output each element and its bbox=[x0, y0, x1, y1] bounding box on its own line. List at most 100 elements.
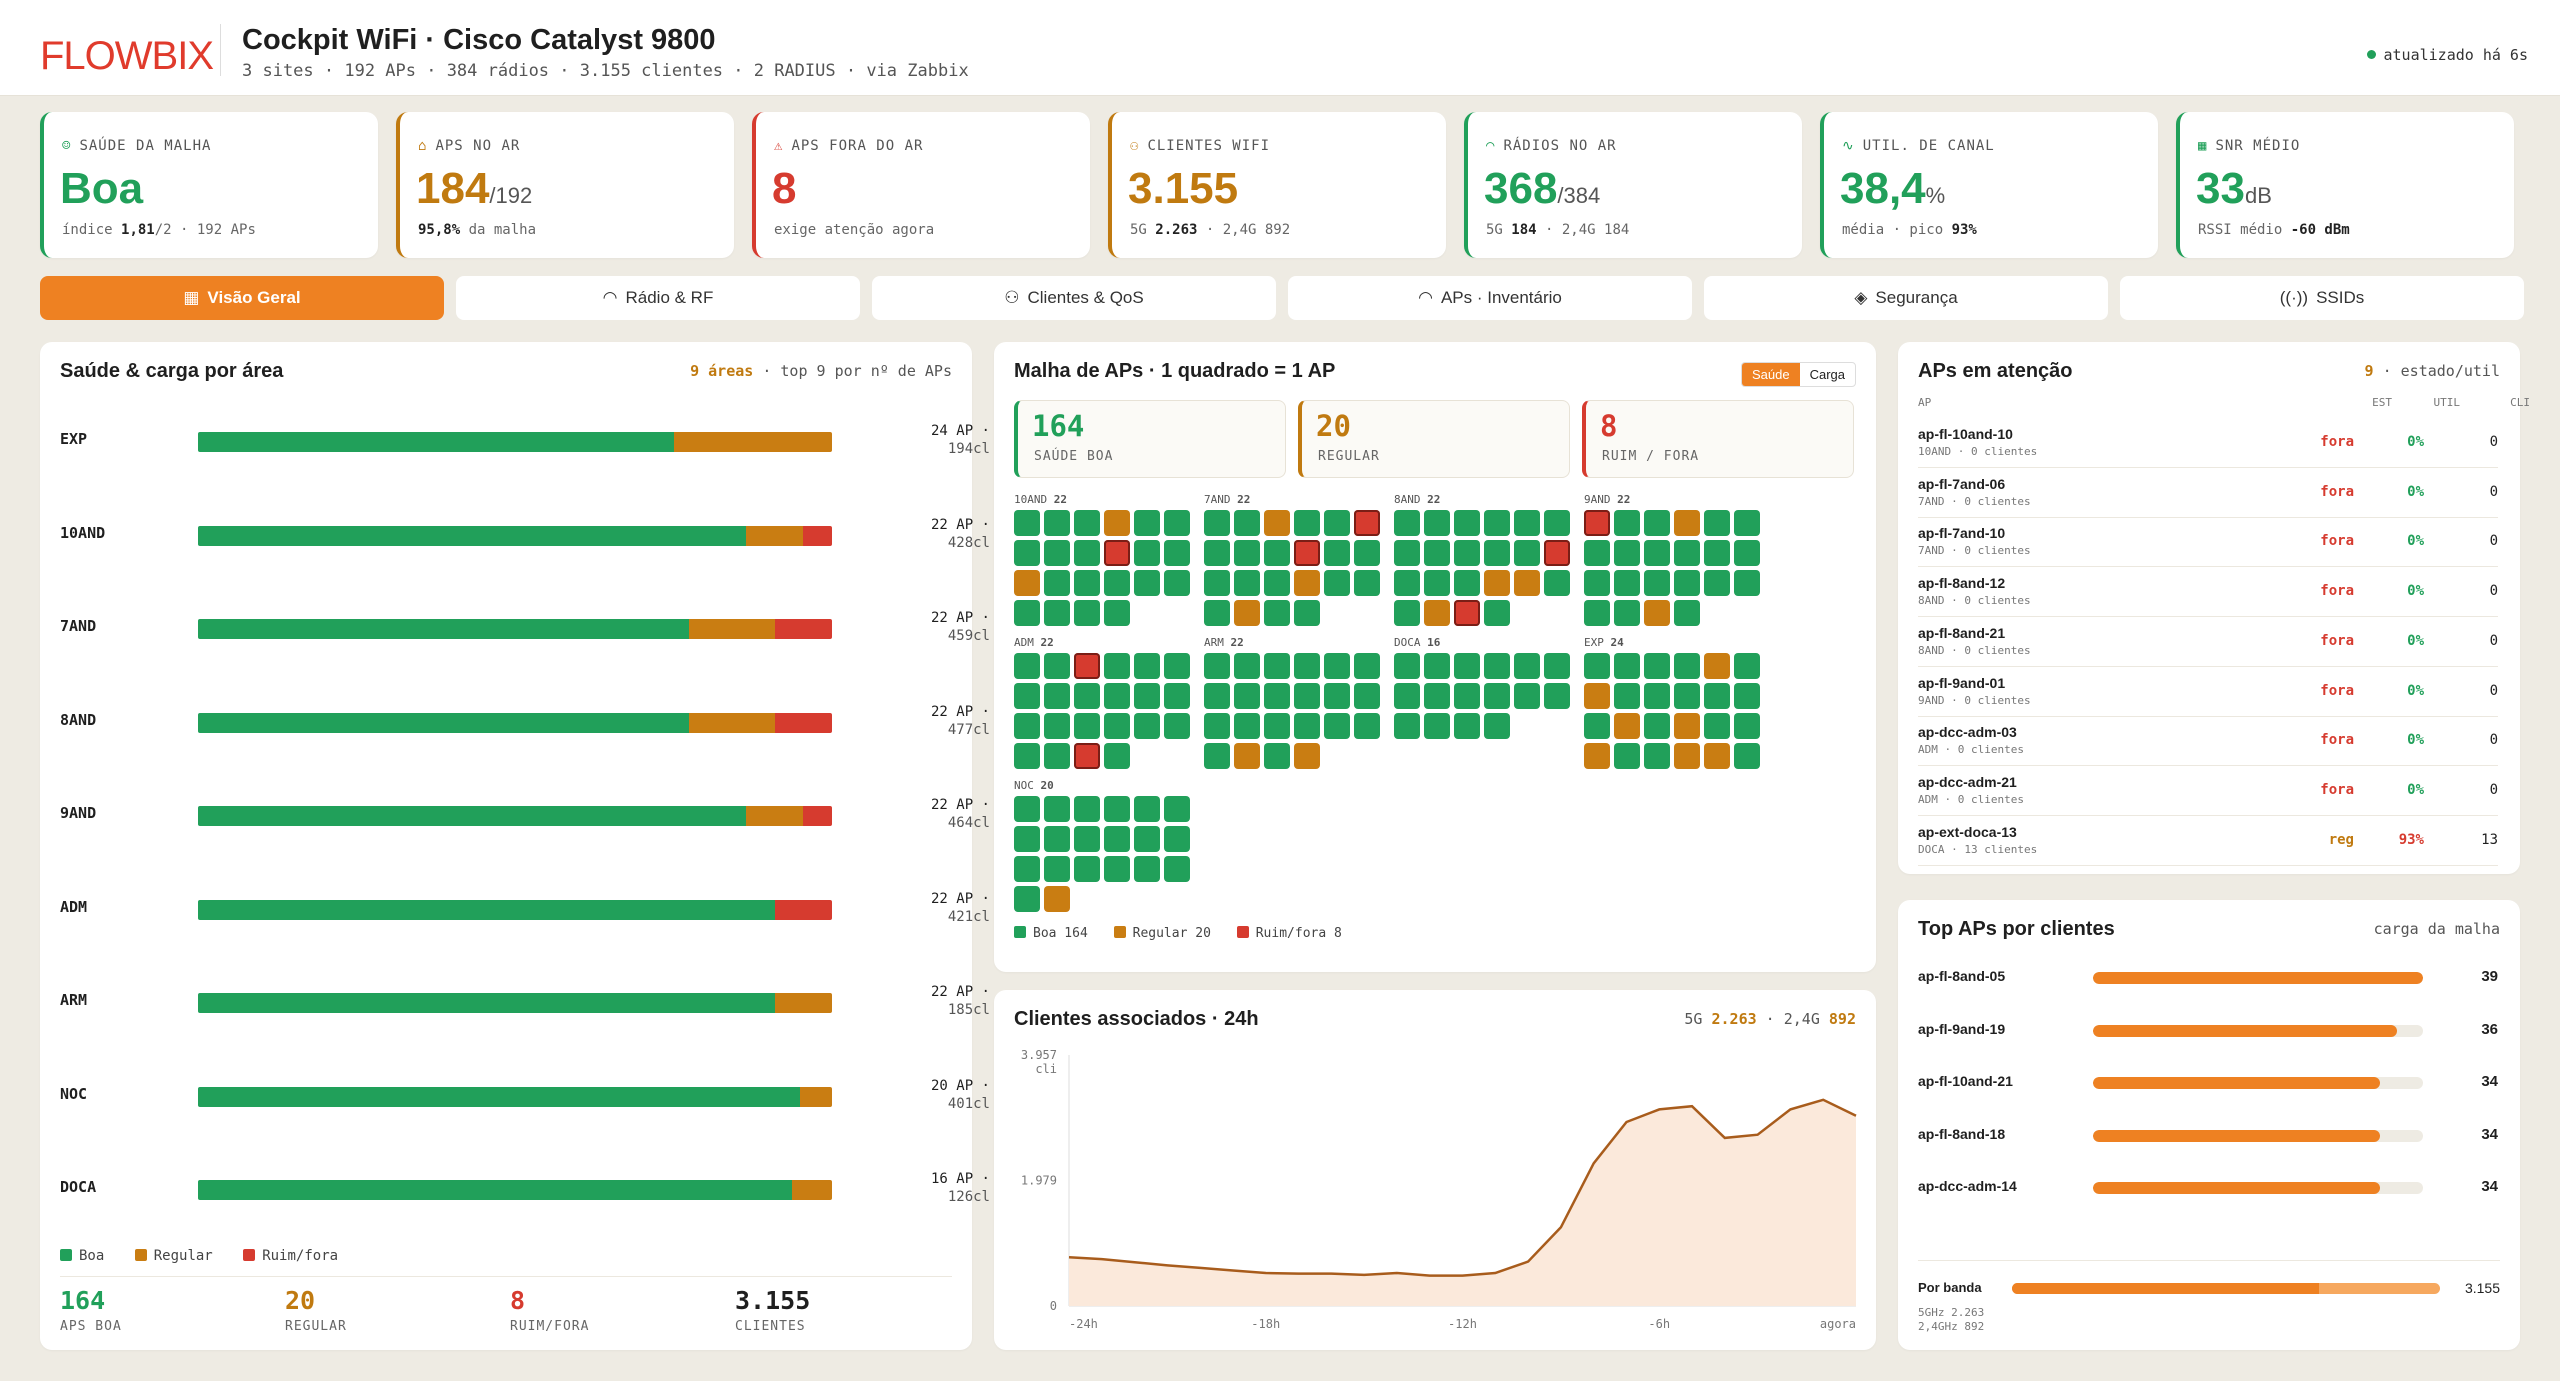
ap-cell[interactable] bbox=[1484, 540, 1510, 566]
area-row[interactable]: DOCA 16 AP · 126cl bbox=[60, 1170, 990, 1210]
ap-cell[interactable] bbox=[1394, 570, 1420, 596]
ap-cell[interactable] bbox=[1674, 600, 1700, 626]
ap-cell[interactable] bbox=[1424, 600, 1450, 626]
ap-cell[interactable] bbox=[1044, 570, 1070, 596]
attention-row[interactable]: ap-ext-doca-13 DOCA · 13 clientes reg 93% 13 bbox=[1918, 816, 2498, 866]
ap-cell[interactable] bbox=[1354, 653, 1380, 679]
ap-cell[interactable] bbox=[1704, 540, 1730, 566]
ap-cell[interactable] bbox=[1704, 653, 1730, 679]
ap-cell[interactable] bbox=[1044, 540, 1070, 566]
ap-cell[interactable] bbox=[1394, 540, 1420, 566]
ap-cell[interactable] bbox=[1614, 540, 1640, 566]
ap-cell[interactable] bbox=[1544, 570, 1570, 596]
attention-row[interactable]: ap-fl-8and-12 8AND · 0 clientes fora 0% 0 bbox=[1918, 567, 2498, 618]
ap-cell[interactable] bbox=[1614, 683, 1640, 709]
ap-cell[interactable] bbox=[1044, 600, 1070, 626]
ap-cell[interactable] bbox=[1074, 510, 1100, 536]
ap-cell[interactable] bbox=[1734, 743, 1760, 769]
ap-cell[interactable] bbox=[1704, 570, 1730, 596]
ap-cell[interactable] bbox=[1644, 510, 1670, 536]
ap-cell[interactable] bbox=[1204, 713, 1230, 739]
ap-cell[interactable] bbox=[1644, 653, 1670, 679]
ap-cell[interactable] bbox=[1044, 856, 1070, 882]
ap-cell[interactable] bbox=[1074, 540, 1100, 566]
ap-cell[interactable] bbox=[1734, 540, 1760, 566]
ap-cell[interactable] bbox=[1324, 510, 1350, 536]
ap-cell[interactable] bbox=[1234, 653, 1260, 679]
ap-cell[interactable] bbox=[1134, 510, 1160, 536]
ap-cell[interactable] bbox=[1264, 653, 1290, 679]
ap-cell[interactable] bbox=[1014, 826, 1040, 852]
ap-cell[interactable] bbox=[1484, 600, 1510, 626]
ap-cell[interactable] bbox=[1134, 856, 1160, 882]
tab-r-dio-rf[interactable]: ◠ Rádio & RF bbox=[456, 276, 860, 320]
ap-cell[interactable] bbox=[1294, 743, 1320, 769]
ap-cell[interactable] bbox=[1294, 683, 1320, 709]
ap-cell[interactable] bbox=[1234, 510, 1260, 536]
ap-cell[interactable] bbox=[1394, 713, 1420, 739]
ap-cell[interactable] bbox=[1424, 683, 1450, 709]
ap-cell[interactable] bbox=[1394, 653, 1420, 679]
tab-aps-invent-rio[interactable]: ◠ APs · Inventário bbox=[1288, 276, 1692, 320]
area-row[interactable]: 10AND 22 AP · 428cl bbox=[60, 516, 990, 556]
ap-cell[interactable] bbox=[1294, 510, 1320, 536]
ap-cell[interactable] bbox=[1234, 743, 1260, 769]
ap-cell[interactable] bbox=[1104, 540, 1130, 566]
ap-cell[interactable] bbox=[1044, 683, 1070, 709]
area-row[interactable]: EXP 24 AP · 194cl bbox=[60, 422, 990, 462]
ap-cell[interactable] bbox=[1644, 683, 1670, 709]
ap-cell[interactable] bbox=[1234, 683, 1260, 709]
ap-cell[interactable] bbox=[1394, 683, 1420, 709]
ap-cell[interactable] bbox=[1454, 600, 1480, 626]
tab-vis-o-geral[interactable]: ▦ Visão Geral bbox=[40, 276, 444, 320]
ap-cell[interactable] bbox=[1234, 570, 1260, 596]
ap-cell[interactable] bbox=[1044, 510, 1070, 536]
ap-cell[interactable] bbox=[1014, 713, 1040, 739]
ap-cell[interactable] bbox=[1134, 826, 1160, 852]
ap-cell[interactable] bbox=[1484, 653, 1510, 679]
ap-cell[interactable] bbox=[1514, 540, 1540, 566]
ap-cell[interactable] bbox=[1074, 600, 1100, 626]
ap-cell[interactable] bbox=[1134, 796, 1160, 822]
ap-cell[interactable] bbox=[1164, 826, 1190, 852]
ap-cell[interactable] bbox=[1204, 653, 1230, 679]
ap-cell[interactable] bbox=[1484, 713, 1510, 739]
ap-cell[interactable] bbox=[1644, 570, 1670, 596]
tab-seguran-a[interactable]: ◈ Segurança bbox=[1704, 276, 2108, 320]
ap-cell[interactable] bbox=[1514, 653, 1540, 679]
ap-cell[interactable] bbox=[1104, 653, 1130, 679]
ap-cell[interactable] bbox=[1104, 796, 1130, 822]
ap-cell[interactable] bbox=[1234, 600, 1260, 626]
ap-cell[interactable] bbox=[1044, 743, 1070, 769]
attention-row[interactable]: ap-fl-9and-01 9AND · 0 clientes fora 0% 0 bbox=[1918, 667, 2498, 717]
ap-cell[interactable] bbox=[1644, 713, 1670, 739]
ap-cell[interactable] bbox=[1294, 653, 1320, 679]
ap-cell[interactable] bbox=[1354, 570, 1380, 596]
ap-cell[interactable] bbox=[1614, 570, 1640, 596]
ap-cell[interactable] bbox=[1134, 713, 1160, 739]
ap-cell[interactable] bbox=[1204, 743, 1230, 769]
ap-cell[interactable] bbox=[1484, 510, 1510, 536]
ap-cell[interactable] bbox=[1294, 570, 1320, 596]
ap-cell[interactable] bbox=[1644, 540, 1670, 566]
ap-cell[interactable] bbox=[1734, 683, 1760, 709]
ap-cell[interactable] bbox=[1044, 796, 1070, 822]
ap-cell[interactable] bbox=[1014, 600, 1040, 626]
ap-cell[interactable] bbox=[1234, 713, 1260, 739]
ap-cell[interactable] bbox=[1104, 510, 1130, 536]
ap-cell[interactable] bbox=[1644, 600, 1670, 626]
ap-cell[interactable] bbox=[1584, 683, 1610, 709]
ap-cell[interactable] bbox=[1134, 540, 1160, 566]
ap-cell[interactable] bbox=[1014, 683, 1040, 709]
ap-cell[interactable] bbox=[1104, 856, 1130, 882]
toggle-load[interactable]: Carga bbox=[1809, 367, 1845, 382]
ap-cell[interactable] bbox=[1584, 713, 1610, 739]
ap-cell[interactable] bbox=[1294, 713, 1320, 739]
ap-cell[interactable] bbox=[1354, 510, 1380, 536]
top-ap-row[interactable]: ap-fl-8and-18 34 bbox=[1918, 1122, 2498, 1152]
ap-cell[interactable] bbox=[1324, 570, 1350, 596]
ap-cell[interactable] bbox=[1234, 540, 1260, 566]
tab-ssids[interactable]: ((·)) SSIDs bbox=[2120, 276, 2524, 320]
ap-cell[interactable] bbox=[1674, 713, 1700, 739]
ap-cell[interactable] bbox=[1614, 653, 1640, 679]
